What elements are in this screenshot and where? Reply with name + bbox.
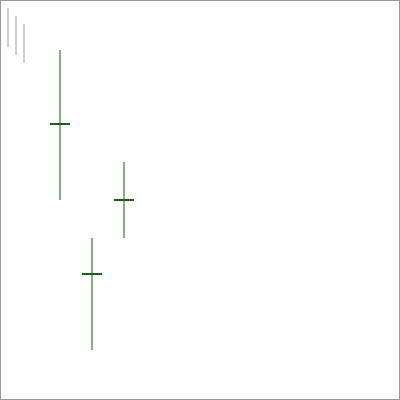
chart-canvas [0, 0, 400, 400]
errorbar-chart [7, 8, 134, 350]
